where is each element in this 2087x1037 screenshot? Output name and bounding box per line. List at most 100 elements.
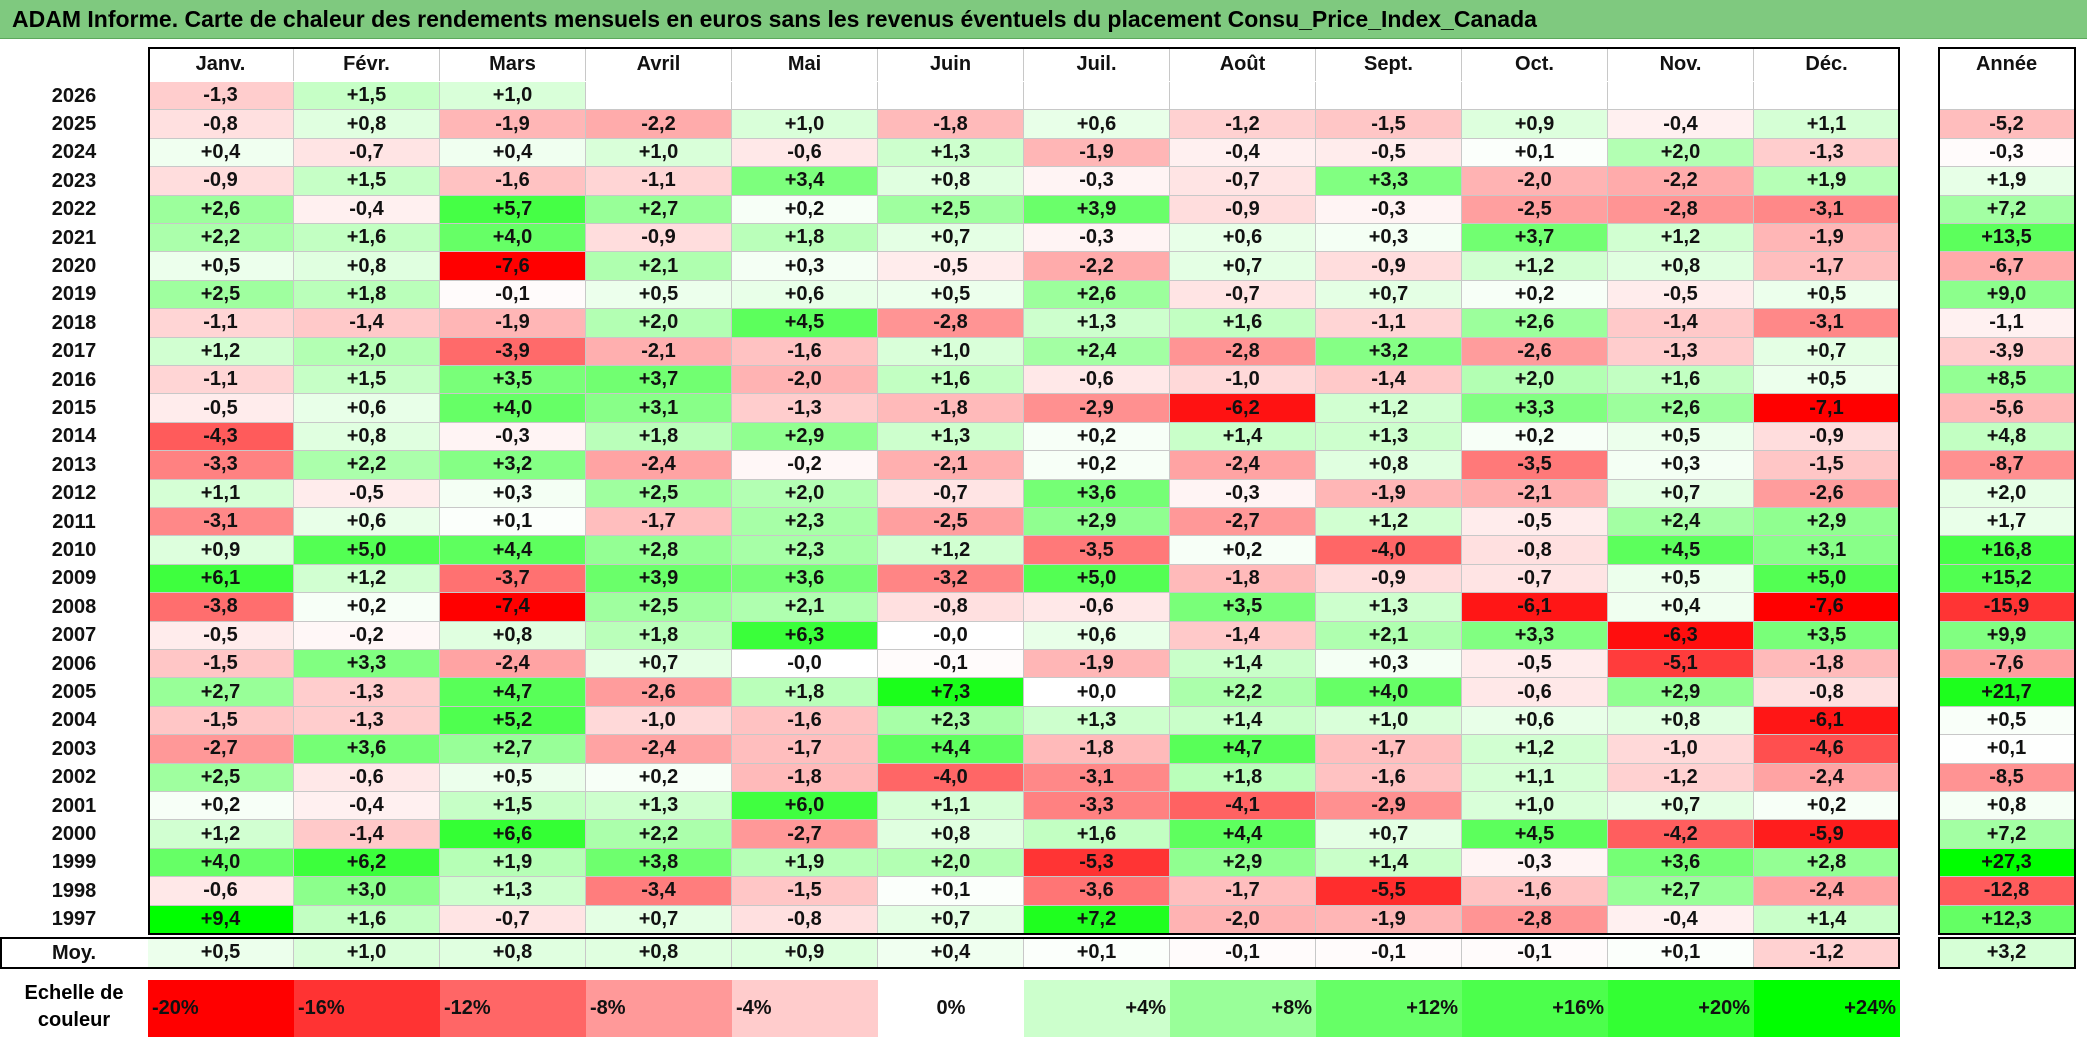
heatmap-cell: -1,3 xyxy=(1608,337,1754,366)
year-label: 2008 xyxy=(51,595,97,618)
heatmap-cell: -0,4 xyxy=(1170,138,1316,168)
heatmap-cell xyxy=(586,82,732,111)
heatmap-cell: -0,3 xyxy=(1024,224,1170,253)
year-label: 2004 xyxy=(51,709,97,732)
year-label: 2005 xyxy=(51,681,97,704)
column-header: Août xyxy=(1170,47,1316,81)
heatmap-cell: +4,0 xyxy=(440,224,586,253)
heatmap-cell: +1,9 xyxy=(440,848,586,878)
heatmap-cell: +2,1 xyxy=(732,593,878,622)
heatmap-cell: -0,4 xyxy=(294,792,440,821)
heatmap-cell: +3,2 xyxy=(1316,337,1462,366)
heatmap-cell: -0,7 xyxy=(1170,167,1316,196)
heatmap-cell: +0,2 xyxy=(1754,792,1900,821)
heatmap-cell: +6,2 xyxy=(294,848,440,878)
annual-cell: +27,3 xyxy=(1938,848,2076,878)
heatmap-cell: +1,8 xyxy=(732,678,878,707)
heatmap-cell: -2,2 xyxy=(1608,167,1754,196)
heatmap-cell: +1,2 xyxy=(294,564,440,594)
heatmap-cell: +0,6 xyxy=(294,508,440,537)
average-cell: -1,2 xyxy=(1754,938,1900,968)
annual-cell: +13,5 xyxy=(1938,224,2076,253)
heatmap-cell: +0,5 xyxy=(1754,280,1900,310)
heatmap-cell: +0,7 xyxy=(586,905,732,934)
heatmap-cell: +0,4 xyxy=(148,138,294,168)
heatmap-cell: +0,6 xyxy=(294,394,440,423)
annual-cell: +9,0 xyxy=(1938,280,2076,310)
average-cell: +0,8 xyxy=(440,938,586,968)
heatmap-cell: +0,7 xyxy=(1608,792,1754,821)
heatmap-cell: +7,3 xyxy=(878,678,1024,707)
heatmap-cell: +2,0 xyxy=(1608,138,1754,168)
annual-cell xyxy=(1938,82,2076,111)
heatmap-cell: +4,0 xyxy=(148,848,294,878)
heatmap-cell: +2,9 xyxy=(1170,848,1316,878)
average-cell: +1,0 xyxy=(294,938,440,968)
heatmap-cell: +2,2 xyxy=(586,820,732,849)
heatmap-cell: -1,5 xyxy=(148,706,294,736)
heatmap-cell: -6,1 xyxy=(1462,593,1608,622)
average-cell: +0,8 xyxy=(586,938,732,968)
heatmap-cell: -2,6 xyxy=(1462,337,1608,366)
heatmap-cell: +0,2 xyxy=(732,195,878,224)
heatmap-cell: -3,1 xyxy=(1024,763,1170,792)
legend-label-line2: couleur xyxy=(37,1009,111,1031)
heatmap-cell: -3,6 xyxy=(1024,877,1170,906)
heatmap-cell: -1,4 xyxy=(1608,309,1754,338)
annual-cell: -6,7 xyxy=(1938,252,2076,281)
heatmap-cell: +1,5 xyxy=(294,167,440,196)
heatmap-cell: -1,5 xyxy=(1754,451,1900,480)
heatmap-cell: -2,9 xyxy=(1316,792,1462,821)
heatmap-cell: +0,8 xyxy=(294,422,440,452)
heatmap-cell: +4,7 xyxy=(1170,735,1316,764)
heatmap-cell: +0,9 xyxy=(148,536,294,565)
heatmap-cell xyxy=(1608,82,1754,111)
heatmap-cell: +0,7 xyxy=(1754,337,1900,366)
year-label: 2015 xyxy=(51,397,97,420)
year-label: 2024 xyxy=(51,141,97,164)
heatmap-cell: +4,4 xyxy=(440,536,586,565)
heatmap-cell: -1,4 xyxy=(294,309,440,338)
heatmap-cell: +0,8 xyxy=(440,621,586,650)
heatmap-cell: -3,1 xyxy=(148,508,294,537)
heatmap-cell: +0,7 xyxy=(586,650,732,679)
year-label: 2000 xyxy=(51,823,97,846)
heatmap-cell: -4,0 xyxy=(878,763,1024,792)
heatmap-cell: -2,2 xyxy=(1024,252,1170,281)
heatmap-cell: -0,8 xyxy=(878,593,1024,622)
heatmap-cell: -0,4 xyxy=(1608,110,1754,139)
heatmap-cell: +0,3 xyxy=(1316,224,1462,253)
heatmap-cell: +2,7 xyxy=(440,735,586,764)
heatmap-cell: -0,5 xyxy=(148,394,294,423)
heatmap-cell: -1,7 xyxy=(586,508,732,537)
year-label: 2003 xyxy=(51,737,97,760)
heatmap-cell: -1,8 xyxy=(878,394,1024,423)
heatmap-cell: -0,1 xyxy=(440,280,586,310)
heatmap-cell: +0,2 xyxy=(1170,536,1316,565)
heatmap-cell: +1,5 xyxy=(294,366,440,395)
heatmap-cell: +2,9 xyxy=(1024,508,1170,537)
heatmap-cell: +0,8 xyxy=(1608,706,1754,736)
heatmap-cell: +1,8 xyxy=(1170,763,1316,792)
heatmap-cell: -1,0 xyxy=(1608,735,1754,764)
heatmap-cell: -1,8 xyxy=(732,763,878,792)
heatmap-cell: -3,3 xyxy=(148,451,294,480)
heatmap-cell: -3,4 xyxy=(586,877,732,906)
heatmap-cell: +2,0 xyxy=(732,479,878,508)
legend-swatch: +8% xyxy=(1170,980,1316,1037)
heatmap-cell: -0,5 xyxy=(1316,138,1462,168)
heatmap-cell: +1,9 xyxy=(1754,167,1900,196)
annual-cell: -3,9 xyxy=(1938,337,2076,366)
heatmap-cell: +1,4 xyxy=(1170,422,1316,452)
heatmap-cell: -1,3 xyxy=(294,678,440,707)
heatmap-cell: +1,1 xyxy=(148,479,294,508)
heatmap-cell: -7,6 xyxy=(1754,593,1900,622)
heatmap-cell: +1,0 xyxy=(732,110,878,139)
year-label: 2002 xyxy=(51,766,97,789)
heatmap-cell: -4,0 xyxy=(1316,536,1462,565)
heatmap-cell: +5,7 xyxy=(440,195,586,224)
annual-cell: -8,7 xyxy=(1938,451,2076,480)
heatmap-cell: -0,3 xyxy=(1316,195,1462,224)
heatmap-cell: +0,4 xyxy=(440,138,586,168)
heatmap-cell: +0,8 xyxy=(878,167,1024,196)
